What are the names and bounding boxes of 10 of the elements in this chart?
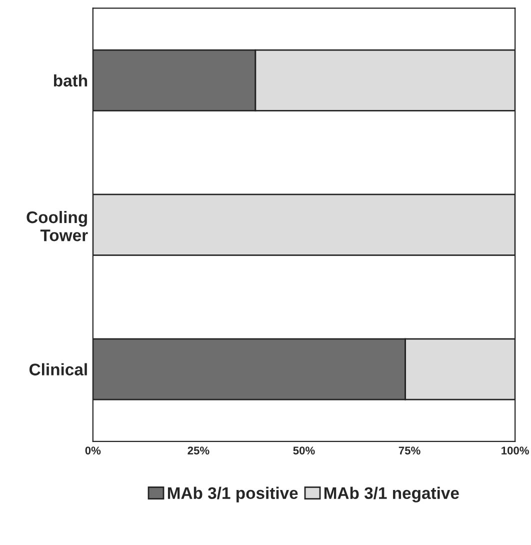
x-tick-label: 25% bbox=[188, 446, 210, 454]
y-tick-label: Clinical bbox=[29, 363, 87, 376]
legend-label: MAb 3/1 positive bbox=[168, 486, 298, 502]
x-tick-label: 100% bbox=[502, 446, 529, 454]
x-tick-label: 75% bbox=[398, 446, 420, 454]
x-tick-label: 0% bbox=[85, 446, 101, 454]
y-tick-label: Cooling Tower bbox=[26, 210, 88, 242]
legend-label: MAb 3/1 negative bbox=[324, 486, 459, 502]
x-tick-label: 50% bbox=[293, 446, 315, 454]
y-tick-label: bath bbox=[54, 74, 88, 87]
